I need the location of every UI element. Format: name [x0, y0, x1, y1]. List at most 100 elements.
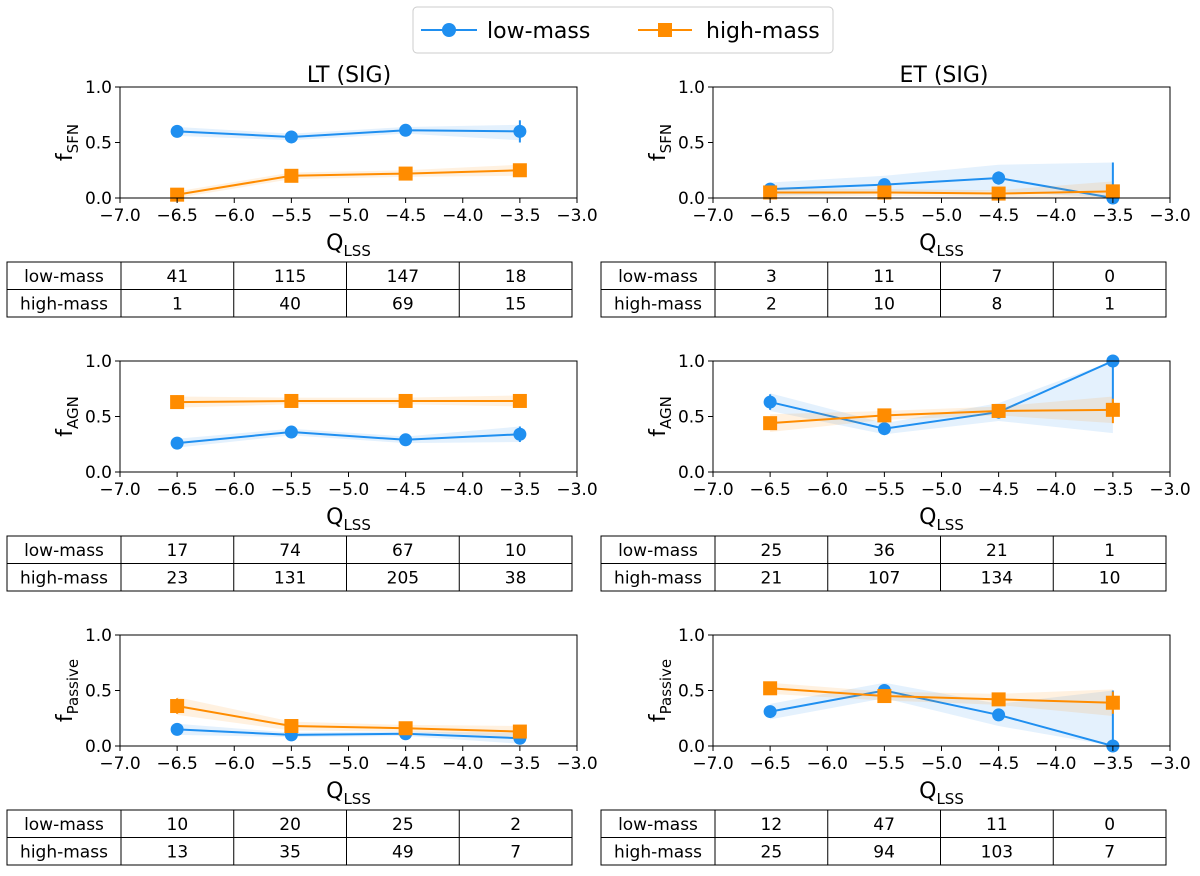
- y-axis-label-main: f: [53, 152, 78, 161]
- legend-frame: [412, 6, 834, 54]
- table-row-label: low-mass: [24, 815, 104, 835]
- table-cell: 69: [392, 295, 414, 315]
- x-tick-label: −3.5: [1092, 480, 1133, 500]
- x-axis-label-sub: LSS: [936, 516, 963, 534]
- x-tick-label: −6.5: [749, 206, 790, 226]
- x-tick-label: −4.5: [385, 480, 426, 500]
- x-tick-label: −6.0: [214, 754, 255, 774]
- table-cell: 2: [510, 815, 521, 835]
- table-cell: 21: [761, 569, 783, 589]
- y-axis-label: fAGN: [53, 396, 82, 437]
- x-tick-label: −5.5: [271, 754, 312, 774]
- y-tick-label: 0.0: [85, 463, 112, 483]
- column-title-et: ET (SIG): [900, 63, 989, 88]
- high-mass-point: [284, 393, 299, 408]
- table-cell: 94: [873, 843, 895, 863]
- table-row-label: high-mass: [20, 569, 108, 589]
- table-cell: 115: [274, 267, 306, 287]
- table-cell: 21: [986, 541, 1008, 561]
- high-mass-line: [770, 408, 1113, 425]
- plot-area: [769, 361, 1114, 435]
- x-tick-label: −6.5: [749, 754, 790, 774]
- counts-table: low-mass 12 47 11 0 high-mass 25 94 103 7: [600, 809, 1167, 866]
- x-tick-label: −3.0: [556, 480, 597, 500]
- low-mass-line: [769, 689, 1114, 746]
- table-row-label: low-mass: [24, 267, 104, 287]
- table-cell: 10: [1099, 569, 1121, 589]
- low-mass-point: [170, 124, 184, 138]
- table-cell: 10: [167, 815, 189, 835]
- counts-table: low-mass 10 20 25 2 high-mass 13 35 49 7: [6, 809, 573, 866]
- table-cell: 0: [1104, 815, 1115, 835]
- legend-high-label: high-mass: [706, 19, 820, 44]
- x-axis-label-sub: LSS: [936, 242, 963, 260]
- counts-table: low-mass 41 115 147 18 high-mass 1 40 69 15: [6, 261, 573, 318]
- high-mass-point: [398, 721, 413, 736]
- panel-lt-passive: −7.0 −6.5 −6.0 −5.5 −5.0 −4.5 −4.0 −3.5 −3.0 0.0 0…: [6, 626, 598, 866]
- y-axis-label-sub: Passive: [64, 659, 82, 714]
- x-tick-label: −7.0: [692, 206, 733, 226]
- x-tick-label: −4.5: [978, 480, 1019, 500]
- x-axis-label-sub: LSS: [343, 790, 370, 808]
- high-mass-point: [763, 185, 778, 200]
- x-tick-label: −7.0: [99, 480, 140, 500]
- table-cell: 41: [167, 267, 189, 287]
- x-tick-label: −4.0: [1035, 754, 1076, 774]
- counts-table: low-mass 3 11 7 0 high-mass 2 10 8 1: [600, 261, 1167, 318]
- y-axis-label-sub: AGN: [64, 396, 82, 429]
- y-axis-label-main: f: [646, 428, 671, 437]
- y-tick-label: 1.0: [678, 352, 705, 372]
- table-cell: 7: [991, 267, 1002, 287]
- high-mass-point: [1105, 184, 1120, 199]
- x-axis-label-sub: LSS: [343, 242, 370, 260]
- table-cell: 147: [387, 267, 419, 287]
- x-axis-label-sub: LSS: [343, 516, 370, 534]
- y-axis-label-sub: SFN: [657, 124, 675, 153]
- table-cell: 3: [766, 267, 777, 287]
- x-axis-label: QLSS: [919, 231, 964, 260]
- high-mass-point: [877, 185, 892, 200]
- x-tick-label: −3.5: [499, 754, 540, 774]
- y-tick-label: 1.0: [85, 78, 112, 98]
- table-cell: 0: [1104, 267, 1115, 287]
- table-cell: 205: [387, 569, 419, 589]
- low-mass-point: [992, 708, 1006, 722]
- table-cell: 18: [505, 267, 527, 287]
- x-tick-label: −5.0: [328, 480, 369, 500]
- x-tick-label: −5.5: [864, 480, 905, 500]
- x-axis-label-main: Q: [919, 505, 936, 530]
- x-tick-label: −3.0: [556, 206, 597, 226]
- high-mass-line: [770, 190, 1113, 195]
- legend-low-marker: [442, 23, 456, 37]
- table-row-label: low-mass: [618, 267, 698, 287]
- high-mass-point: [763, 416, 778, 431]
- x-tick-label: −4.0: [442, 480, 483, 500]
- x-tick-label: −6.5: [156, 480, 197, 500]
- y-axis-label-sub: SFN: [64, 124, 82, 153]
- table-cell: 13: [167, 843, 189, 863]
- y-axis-label: fPassive: [53, 659, 82, 722]
- y-axis-label-main: f: [646, 152, 671, 161]
- table-cell: 20: [279, 815, 301, 835]
- plot-area: [769, 682, 1114, 746]
- x-axis-label: QLSS: [326, 779, 371, 808]
- y-tick-label: 0.0: [85, 189, 112, 209]
- x-tick-label: −7.0: [99, 206, 140, 226]
- x-tick-label: −5.5: [271, 206, 312, 226]
- y-tick-label: 1.0: [678, 626, 705, 646]
- y-tick-label: 0.0: [85, 737, 112, 757]
- table-cell: 1: [172, 295, 183, 315]
- plot-area: [176, 697, 520, 744]
- table-row-label: high-mass: [20, 295, 108, 315]
- table-cell: 7: [510, 843, 521, 863]
- table-row-label: high-mass: [614, 843, 702, 863]
- low-mass-point: [399, 433, 413, 447]
- table-cell: 67: [392, 541, 414, 561]
- table-cell: 25: [761, 843, 783, 863]
- table-cell: 131: [274, 569, 306, 589]
- panel-et-passive: −7.0 −6.5 −6.0 −5.5 −5.0 −4.5 −4.0 −3.5 −3.0 0.0 0…: [600, 626, 1191, 866]
- high-mass-point: [512, 724, 527, 739]
- y-tick-label: 0.5: [85, 134, 112, 154]
- y-axis-label: fSFN: [646, 124, 675, 161]
- low-mass-line: [177, 129, 520, 138]
